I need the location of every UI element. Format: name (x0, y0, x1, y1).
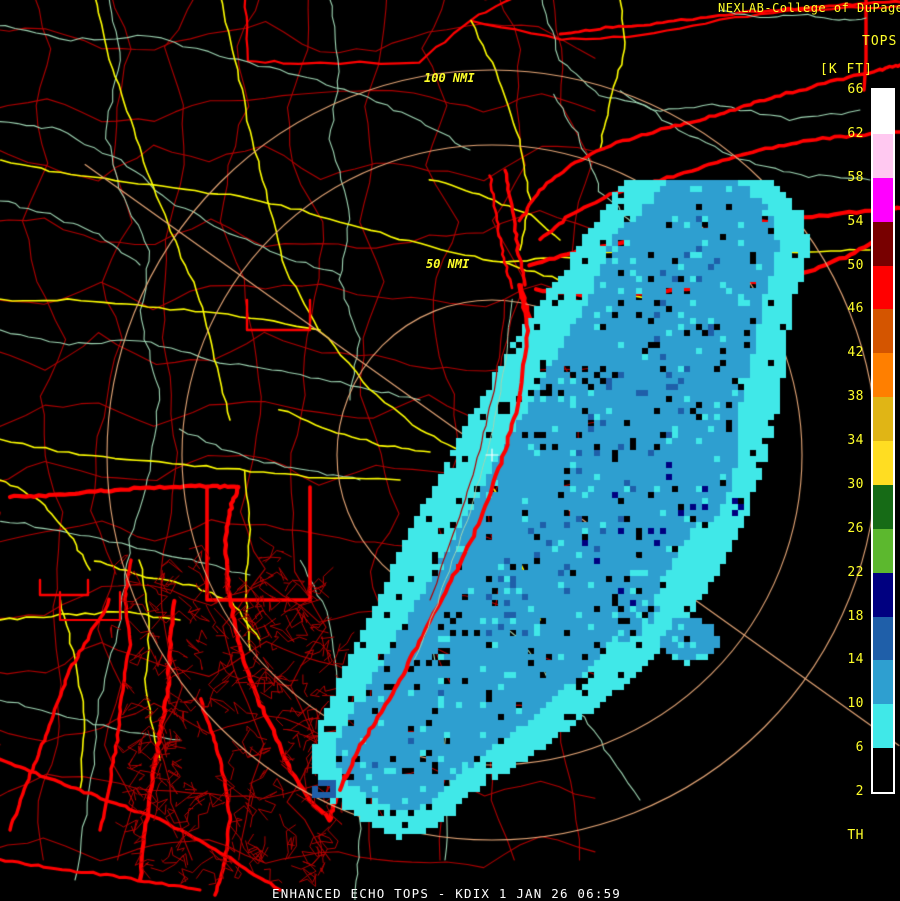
colorbar-tick: 46 (847, 301, 864, 317)
colorbar-segment (873, 309, 893, 354)
colorbar-tick: 30 (847, 476, 864, 492)
colorbar-segment (873, 397, 893, 441)
colorbar-tick: 50 (847, 257, 864, 273)
colorbar-tick: 42 (847, 345, 864, 361)
product-caption: ENHANCED ECHO TOPS - KDIX 1 JAN 26 06:59 (272, 886, 622, 901)
colorbar-title: TOPS (862, 34, 898, 49)
colorbar-segment (873, 353, 893, 398)
colorbar-tick: 10 (847, 696, 864, 712)
colorbar[interactable] (871, 88, 895, 794)
colorbar-tick: 38 (847, 389, 864, 405)
colorbar-segment (873, 265, 893, 310)
colorbar-segment (873, 748, 893, 792)
colorbar-segment (873, 704, 893, 749)
colorbar-tick: 66 (847, 82, 864, 97)
colorbar-tick: 54 (847, 213, 864, 229)
colorbar-tick: 58 (847, 169, 864, 185)
colorbar-segment (873, 572, 893, 617)
colorbar-segment (873, 660, 893, 705)
colorbar-segment (873, 90, 893, 134)
range-ring-label-100nmi: 100 NMI (424, 71, 475, 85)
colorbar-segment (873, 528, 893, 573)
colorbar-tick: 34 (847, 433, 864, 448)
colorbar-segment (873, 441, 893, 485)
colorbar-tick: TH (847, 827, 864, 843)
colorbar-tick: 26 (847, 520, 864, 536)
colorbar-segment (873, 221, 893, 266)
colorbar-tick: 22 (847, 564, 864, 580)
colorbar-segment (873, 616, 893, 661)
colorbar-tick: 6 (855, 740, 864, 756)
provider-header: NEXLAB-College of DuPage R (718, 1, 900, 15)
colorbar-segment (873, 133, 893, 178)
range-ring-label-50nmi: 50 NMI (426, 257, 470, 271)
colorbar-tick: 14 (847, 652, 864, 668)
colorbar-tick: 62 (847, 125, 864, 141)
colorbar-tick: 2 (855, 784, 864, 799)
colorbar-segment (873, 177, 893, 222)
colorbar-units-label: [K FT] (820, 62, 873, 77)
colorbar-segment (873, 484, 893, 529)
colorbar-tick: 18 (847, 608, 864, 624)
